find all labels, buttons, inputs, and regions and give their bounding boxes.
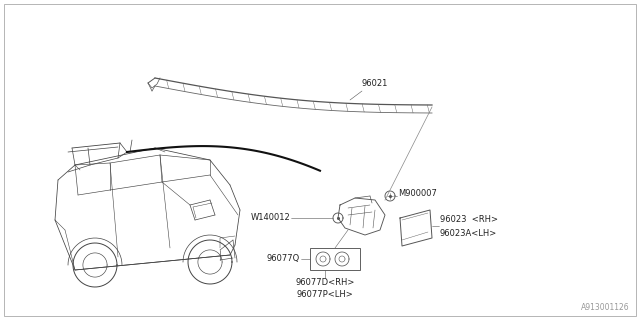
- Text: 96023  <RH>: 96023 <RH>: [440, 215, 498, 225]
- Text: 96023A<LH>: 96023A<LH>: [440, 228, 497, 237]
- Text: M900007: M900007: [398, 188, 437, 197]
- Text: 96021: 96021: [362, 79, 388, 88]
- Bar: [310, 248, 360, 270]
- Text: 96077P<LH>: 96077P<LH>: [296, 290, 353, 299]
- Text: A913001126: A913001126: [581, 303, 630, 312]
- Text: W140012: W140012: [250, 213, 290, 222]
- Text: 96077D<RH>: 96077D<RH>: [295, 278, 355, 287]
- Text: 96077Q: 96077Q: [267, 254, 300, 263]
